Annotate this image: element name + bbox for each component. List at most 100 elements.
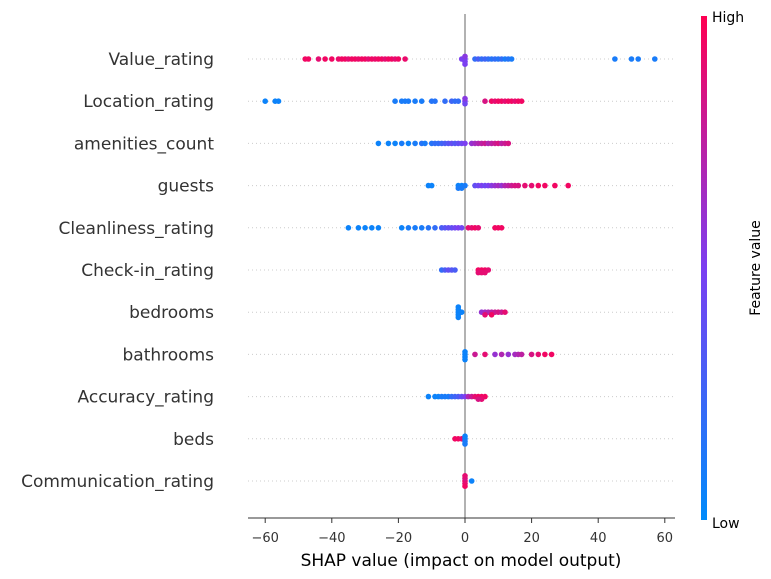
shap-point: [528, 351, 535, 358]
x-axis-ticks: −60 −40 −20 0 20 40 60: [251, 518, 673, 546]
shap-point: [482, 312, 488, 318]
shap-point: [405, 98, 412, 104]
shap-point: [522, 182, 528, 189]
shap-point: [462, 441, 468, 447]
shap-point: [455, 185, 462, 191]
shap-point: [552, 182, 558, 189]
shap-point: [548, 351, 555, 358]
feature-label: Accuracy_rating: [78, 388, 214, 408]
x-tick-label: 40: [590, 531, 607, 546]
shap-point: [475, 269, 482, 276]
feature-label: Value_rating: [108, 50, 214, 70]
shap-point: [462, 182, 468, 189]
shap-point: [442, 98, 448, 104]
shap-point: [505, 140, 512, 147]
shap-point: [462, 53, 468, 60]
shap-point: [418, 98, 425, 104]
shap-point: [329, 56, 335, 62]
shap-point: [262, 98, 269, 104]
feature-rows: Value_rating Location_rating amenities_cou…: [21, 50, 675, 492]
colorbar-low-label: Low: [712, 516, 740, 532]
shap-point: [322, 56, 328, 62]
shap-point: [418, 225, 425, 231]
shap-point: [498, 351, 505, 358]
feature-label: amenities_count: [74, 134, 214, 154]
shap-point: [518, 351, 525, 358]
shap-point: [345, 225, 352, 231]
shap-point: [508, 56, 515, 62]
shap-point: [482, 98, 488, 104]
x-axis-title: SHAP value (impact on model output): [301, 551, 622, 571]
feature-label: Cleanliness_rating: [59, 219, 215, 239]
shap-point: [498, 225, 505, 231]
shap-point: [392, 140, 398, 147]
x-tick-label: −20: [385, 531, 412, 546]
shap-point: [362, 225, 368, 231]
shap-point: [462, 349, 468, 355]
shap-point: [432, 98, 438, 104]
shap-point: [375, 225, 382, 231]
shap-point: [612, 56, 618, 62]
shap-point: [412, 140, 418, 147]
shap-point: [652, 56, 658, 62]
shap-point: [462, 140, 468, 147]
shap-point: [412, 98, 418, 104]
shap-point: [635, 56, 641, 62]
shap-points: [262, 53, 658, 490]
shap-point: [412, 225, 418, 231]
colorbar-high-label: High: [712, 10, 744, 26]
colorbar-title: Feature value: [748, 220, 764, 316]
shap-point: [535, 182, 542, 189]
shap-point: [398, 140, 405, 147]
shap-point: [528, 182, 535, 189]
feature-label: Communication_rating: [21, 472, 214, 492]
shap-point: [462, 356, 468, 363]
shap-point: [275, 98, 282, 104]
feature-label: Location_rating: [83, 92, 214, 112]
shap-point: [482, 351, 488, 358]
shap-point: [628, 56, 635, 62]
shap-point: [515, 182, 522, 189]
shap-point: [542, 182, 548, 189]
feature-label: Check-in_rating: [81, 261, 214, 281]
shap-point: [369, 225, 375, 231]
shap-point: [458, 225, 465, 231]
shap-point: [315, 56, 322, 62]
shap-point: [398, 225, 405, 231]
shap-point: [462, 95, 468, 102]
shap-point: [402, 56, 408, 62]
shap-point: [505, 351, 512, 358]
shap-point: [405, 140, 412, 147]
shap-point: [472, 351, 478, 358]
shap-point: [375, 140, 382, 147]
shap-point: [462, 433, 468, 440]
shap-point: [542, 351, 548, 358]
shap-point: [455, 98, 462, 104]
shap-point: [468, 478, 475, 484]
feature-label: guests: [158, 177, 215, 197]
shap-point: [462, 101, 468, 107]
shap-point: [422, 140, 428, 147]
shap-point: [535, 351, 542, 358]
shap-point: [455, 304, 462, 310]
shap-point: [395, 56, 402, 62]
shap-point: [305, 56, 312, 62]
shap-point: [455, 314, 462, 321]
shap-point: [462, 473, 468, 479]
x-tick-label: −60: [251, 531, 278, 546]
shap-point: [425, 225, 432, 231]
shap-point: [475, 396, 482, 403]
shap-point: [462, 483, 468, 490]
shap-point: [518, 98, 525, 104]
shap-point: [425, 393, 432, 400]
shap-point: [492, 351, 498, 358]
shap-point: [502, 309, 508, 316]
feature-label: bedrooms: [129, 303, 214, 323]
feature-label: bathrooms: [123, 345, 215, 365]
shap-point: [355, 225, 362, 231]
shap-point: [458, 309, 465, 316]
feature-label: beds: [173, 430, 214, 450]
shap-point: [462, 61, 468, 67]
colorbar: [701, 16, 707, 520]
